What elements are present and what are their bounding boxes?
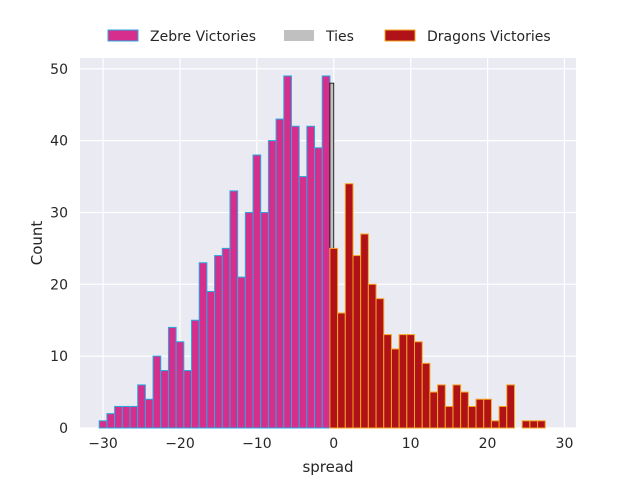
dragons-bar (421, 362, 431, 429)
zebre-bar (198, 262, 208, 429)
dragons-bar (452, 384, 462, 429)
y-tick-label: 10 (50, 349, 68, 365)
zebre-bar (175, 341, 185, 429)
dragons-bar (398, 334, 408, 429)
zebre-bar (314, 147, 323, 429)
legend-swatch-dragons (384, 29, 416, 42)
dragons-bar (460, 391, 469, 429)
dragons-bar (344, 183, 354, 429)
zebre-bar (244, 211, 254, 429)
y-tick-label: 30 (50, 205, 68, 221)
dragons-bar (352, 255, 362, 429)
zebre-bar (298, 176, 308, 429)
dragons-bar (360, 233, 369, 429)
dragons-bar (444, 405, 454, 429)
y-ticks: 0 10 20 30 40 50 (50, 62, 68, 437)
x-tick-label: 10 (402, 436, 420, 452)
zebre-bar (129, 405, 139, 429)
y-tick-label: 40 (50, 134, 68, 150)
zebre-bar (283, 75, 292, 429)
x-tick-label: 30 (556, 436, 574, 452)
y-tick-label: 50 (50, 62, 68, 78)
dragons-bar (383, 334, 392, 429)
x-ticks: −30 −20 −10 0 10 20 30 (88, 436, 573, 452)
dragons-bar (414, 341, 423, 429)
zebre-bar (260, 211, 269, 429)
dragons-bar (521, 420, 531, 429)
zebre-bar (267, 140, 277, 429)
zebre-bar (191, 319, 200, 429)
x-axis-label: spread (302, 458, 353, 476)
x-tick-label: −30 (88, 436, 118, 452)
y-tick-label: 0 (59, 421, 68, 437)
dragons-bar (390, 348, 400, 429)
zebre-bar (275, 118, 285, 429)
zebre-bar (183, 370, 193, 429)
dragons-bar (329, 247, 339, 429)
zebre-bar (137, 384, 146, 429)
dragons-bar (375, 298, 385, 429)
zebre-bar (229, 190, 239, 429)
x-tick-label: 20 (479, 436, 497, 452)
zebre-bar (106, 413, 116, 429)
dragons-bar (406, 334, 416, 429)
zebre-bar (252, 154, 262, 429)
zebre-bar (214, 255, 223, 429)
bars (98, 75, 546, 429)
legend-swatch-zebre (107, 29, 139, 42)
zebre-bar (306, 125, 316, 429)
zebre-bar (321, 75, 331, 429)
dragons-bar (367, 283, 377, 429)
dragons-bar (529, 420, 539, 429)
zebre-bar (167, 326, 177, 429)
dragons-bar (483, 398, 492, 429)
legend: Zebre Victories Ties Dragons Victories (107, 29, 551, 45)
legend-label: Dragons Victories (427, 29, 551, 45)
zebre-bar (290, 125, 300, 429)
y-axis-label: Count (28, 221, 46, 266)
dragons-bar (337, 312, 346, 429)
zebre-bar (160, 370, 169, 429)
legend-label: Ties (325, 29, 354, 45)
dragons-bar (475, 398, 485, 429)
zebre-bar (114, 405, 123, 429)
dragons-bar (506, 384, 515, 429)
y-tick-label: 20 (50, 277, 68, 293)
zebre-bar (144, 398, 154, 429)
dragons-bar (437, 384, 446, 429)
zebre-bar (98, 420, 108, 429)
zebre-bar (237, 276, 246, 429)
dragons-bar (467, 405, 477, 429)
zebre-bar (121, 405, 131, 429)
dragons-bar (490, 420, 500, 429)
zebre-bar (206, 290, 216, 429)
legend-swatch-ties (284, 30, 314, 41)
legend-label: Zebre Victories (150, 29, 256, 45)
x-tick-label: −10 (242, 436, 272, 452)
dragons-bar (498, 405, 508, 429)
zebre-bar (221, 247, 231, 429)
dragons-bar (537, 420, 546, 429)
dragons-bar (429, 391, 439, 429)
x-tick-label: −20 (165, 436, 195, 452)
x-tick-label: 0 (329, 436, 338, 452)
zebre-bar (152, 355, 162, 429)
